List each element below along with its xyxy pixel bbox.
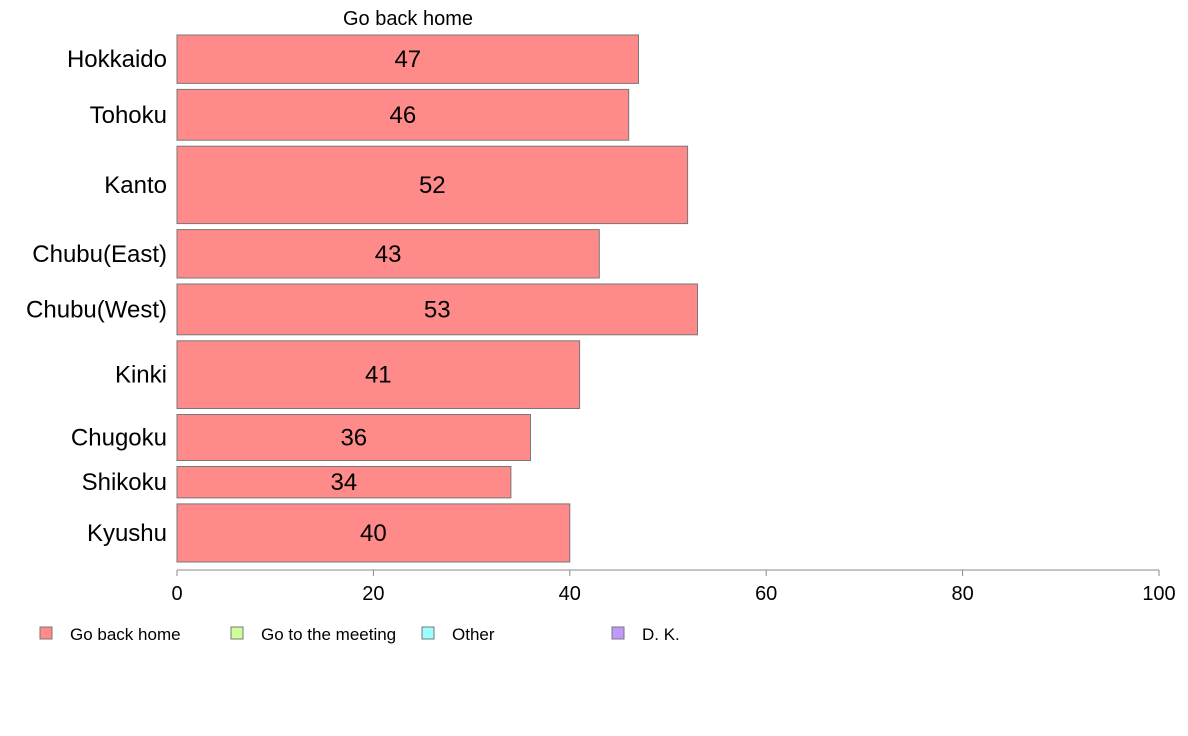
x-axis: 0 20 40 60 80 100 [171, 569, 1176, 605]
bar-7 [176, 414, 531, 461]
legend-swatch [39, 626, 53, 640]
category-label: Shikoku [82, 469, 167, 496]
bar-8 [176, 466, 512, 499]
legend-label: Go to the meeting [261, 625, 396, 644]
value-label: 41 [365, 362, 392, 389]
x-tick-label: 100 [1142, 583, 1175, 605]
bar-1 [176, 34, 639, 84]
bars-group: Hokkaido 47 Tohoku 46 Kanto 52 Chubu(East) 43 Ch… [26, 34, 698, 563]
x-tick-label: 0 [171, 583, 182, 605]
value-label: 40 [360, 520, 387, 547]
legend-label: Go back home [70, 625, 181, 644]
value-label: 46 [390, 102, 417, 129]
bar-9 [176, 503, 571, 563]
category-label: Chubu(East) [32, 241, 167, 268]
bar-4 [176, 229, 600, 279]
bar-6 [176, 340, 581, 409]
x-tick-label: 20 [362, 583, 384, 605]
value-label: 43 [375, 241, 402, 268]
legend-swatch [230, 626, 244, 640]
value-label: 36 [340, 425, 367, 452]
legend-label: D. K. [642, 625, 680, 644]
x-tick-label: 60 [755, 583, 777, 605]
value-label: 53 [424, 296, 451, 323]
bar-3 [176, 145, 689, 225]
category-label: Tohoku [90, 102, 167, 129]
category-label: Kanto [104, 172, 167, 199]
value-label: 34 [331, 469, 358, 496]
bar-2 [176, 88, 630, 141]
bar-5 [176, 283, 698, 336]
value-label: 47 [394, 46, 421, 73]
series-title: Go back home [343, 8, 473, 30]
x-tick-label: 80 [951, 583, 973, 605]
value-label: 52 [419, 172, 446, 199]
category-label: Hokkaido [67, 46, 167, 73]
category-label: Chugoku [71, 425, 167, 452]
category-label: Kinki [115, 362, 167, 389]
legend-swatch [611, 626, 625, 640]
legend-label: Other [452, 625, 495, 644]
legend: Go back home Go to the meeting Other D. K. [39, 625, 680, 644]
legend-swatch [421, 626, 435, 640]
x-tick-label: 40 [559, 583, 581, 605]
category-label: Kyushu [87, 520, 167, 547]
category-label: Chubu(West) [26, 296, 167, 323]
